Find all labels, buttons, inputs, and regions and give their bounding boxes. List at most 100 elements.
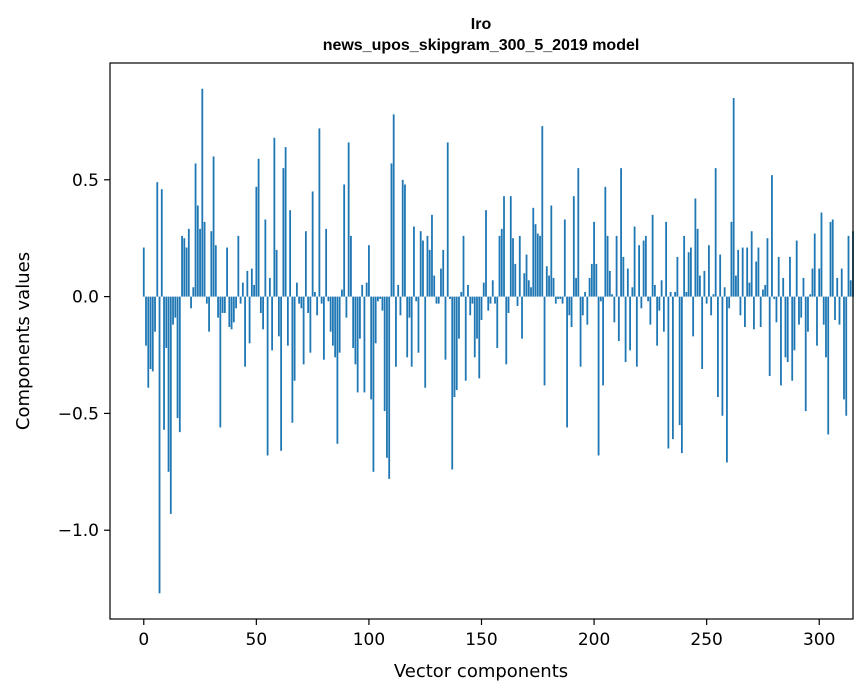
x-tick-label: 150 — [465, 630, 497, 650]
bar — [302, 296, 305, 365]
bar — [228, 296, 231, 327]
bar — [658, 296, 661, 311]
bar — [363, 296, 366, 393]
bar — [241, 282, 244, 297]
bar — [381, 296, 384, 311]
bar — [584, 291, 586, 297]
bar — [728, 296, 731, 309]
bar — [541, 126, 544, 297]
bar — [647, 296, 650, 302]
bar — [737, 249, 740, 297]
bar — [847, 235, 850, 297]
bar — [266, 296, 269, 456]
bar — [464, 296, 467, 381]
bar — [581, 296, 584, 316]
bar — [717, 296, 719, 398]
bar — [223, 296, 226, 313]
bar — [347, 142, 350, 297]
bar — [811, 268, 814, 297]
bar — [577, 168, 580, 297]
bar — [489, 296, 492, 304]
bar — [626, 268, 629, 297]
bar — [298, 296, 301, 304]
bar — [374, 296, 377, 344]
bar — [158, 296, 161, 594]
bar — [726, 296, 728, 463]
x-axis: 0 50 100 150 200 250 300 — [138, 619, 835, 650]
y-axis-label: Components values — [13, 252, 34, 430]
bar — [201, 88, 204, 297]
bar — [642, 240, 645, 297]
bar — [816, 296, 818, 346]
bar — [572, 196, 575, 297]
bar — [199, 228, 201, 297]
bar — [838, 296, 841, 325]
bar — [147, 296, 150, 388]
bar — [638, 245, 641, 297]
bar — [311, 191, 314, 297]
bar — [262, 296, 264, 330]
bar — [498, 235, 501, 297]
bars-group — [142, 88, 854, 594]
bar — [410, 296, 413, 367]
bar — [494, 296, 496, 304]
bar — [723, 287, 726, 297]
bar — [253, 284, 255, 297]
bar — [773, 296, 776, 299]
bar — [437, 296, 440, 304]
bar — [669, 291, 672, 297]
bar — [226, 247, 228, 297]
bar — [322, 296, 325, 360]
bar — [534, 224, 537, 297]
bar — [345, 296, 348, 318]
bar — [602, 296, 604, 386]
bar — [588, 277, 591, 297]
bar — [365, 282, 368, 297]
bar — [694, 198, 697, 297]
bar — [608, 270, 611, 297]
bar — [250, 268, 253, 297]
bar — [615, 235, 618, 297]
bar — [512, 238, 514, 297]
bar — [271, 296, 274, 351]
bar — [469, 296, 472, 316]
bar — [570, 296, 573, 327]
bar — [629, 296, 631, 351]
bar — [307, 296, 310, 313]
bar — [205, 296, 208, 304]
bar — [563, 219, 566, 297]
bar — [361, 284, 364, 297]
y-tick-label: 0.5 — [72, 171, 99, 191]
bar — [509, 196, 512, 297]
bar — [458, 296, 460, 339]
bar — [705, 296, 708, 304]
bar — [383, 296, 386, 412]
bar — [631, 287, 634, 297]
bar — [368, 245, 370, 297]
bar — [264, 219, 267, 297]
bar — [329, 296, 332, 332]
bar — [244, 296, 246, 367]
bar — [460, 291, 463, 297]
bar — [320, 296, 323, 304]
bar — [568, 296, 571, 316]
bar — [579, 296, 582, 367]
bar — [471, 296, 474, 304]
bar — [163, 296, 165, 430]
bar — [284, 147, 287, 297]
bar — [566, 296, 568, 428]
bar — [232, 296, 235, 323]
bar — [527, 280, 530, 297]
bar — [354, 296, 357, 365]
bar — [800, 296, 803, 318]
bar — [327, 296, 330, 302]
bar — [235, 296, 237, 309]
bar — [780, 296, 782, 386]
bar — [559, 296, 562, 299]
bar — [516, 296, 519, 306]
bar — [221, 296, 224, 313]
bar — [332, 296, 334, 346]
bar — [604, 186, 607, 297]
chart-subtitle: news_upos_skipgram_300_5_2019 model — [323, 37, 640, 54]
